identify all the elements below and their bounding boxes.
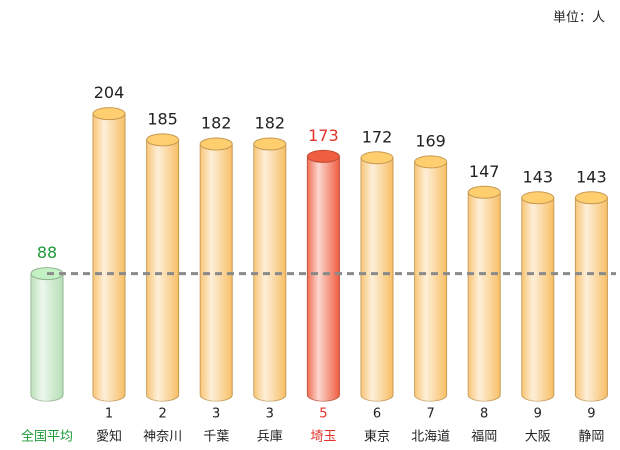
bar [521, 191, 555, 402]
value-label: 173 [308, 126, 339, 145]
bar-top [467, 185, 501, 199]
x-tick-label: 東京 [364, 429, 390, 445]
rank-label: 9 [587, 407, 595, 422]
rank-label: 1 [105, 407, 113, 422]
value-label: 143 [523, 167, 554, 186]
bar [360, 151, 394, 402]
rank-label: 9 [534, 407, 542, 422]
x-tick-label: 福岡 [471, 430, 497, 445]
x-tick-label: 千葉 [203, 430, 229, 445]
rank-label: 7 [426, 407, 434, 422]
x-tick-label: 全国平均 [21, 429, 73, 445]
value-label: 182 [255, 113, 286, 132]
bar-top [521, 191, 555, 205]
x-tick-label: 静岡 [578, 430, 604, 445]
bar-shine [146, 139, 179, 401]
bar-top [306, 149, 340, 163]
x-tick-label: 愛知 [96, 429, 122, 445]
bar [146, 133, 180, 402]
bar-top [414, 155, 448, 169]
bar-shine [93, 113, 125, 402]
bar-shine [521, 197, 554, 401]
unit-label: 単位：人 [553, 10, 605, 26]
x-tick-label: 大阪 [525, 430, 551, 445]
value-label: 143 [576, 167, 607, 186]
bar-shine [575, 197, 608, 401]
bar-shine [361, 157, 393, 401]
bar-top [92, 107, 126, 121]
bar-shine [414, 161, 447, 401]
value-label: 147 [469, 162, 500, 181]
rank-label: 8 [480, 407, 488, 422]
bar-top [199, 137, 233, 151]
rank-label: 3 [212, 407, 220, 422]
x-tick-label: 埼玉 [310, 430, 336, 445]
bar [414, 155, 448, 402]
value-label: 88 [37, 243, 57, 262]
bar [253, 137, 287, 402]
bar [199, 137, 233, 402]
value-label: 182 [201, 113, 232, 132]
x-tick-label: 兵庫 [257, 430, 283, 445]
value-label: 185 [147, 109, 178, 128]
value-label: 204 [94, 83, 125, 102]
value-label: 172 [362, 127, 393, 146]
bar [306, 149, 340, 402]
bar-top [360, 151, 394, 165]
rank-label: 6 [373, 407, 381, 422]
bar-shine [307, 156, 340, 401]
bar [30, 267, 64, 402]
rank-label: 3 [266, 407, 274, 422]
value-label: 169 [415, 131, 446, 150]
rank-label: 5 [319, 407, 327, 422]
bar [574, 191, 608, 402]
rank-label: 2 [158, 407, 166, 422]
bar-top [146, 133, 180, 147]
bar-shine [31, 273, 63, 401]
bar-shine [468, 192, 501, 401]
x-tick-label: 神奈川 [143, 430, 182, 445]
bar-top [253, 137, 287, 151]
bar [467, 185, 501, 402]
bar-top [574, 191, 608, 205]
bar [92, 107, 126, 402]
x-tick-label: 北海道 [411, 430, 450, 445]
